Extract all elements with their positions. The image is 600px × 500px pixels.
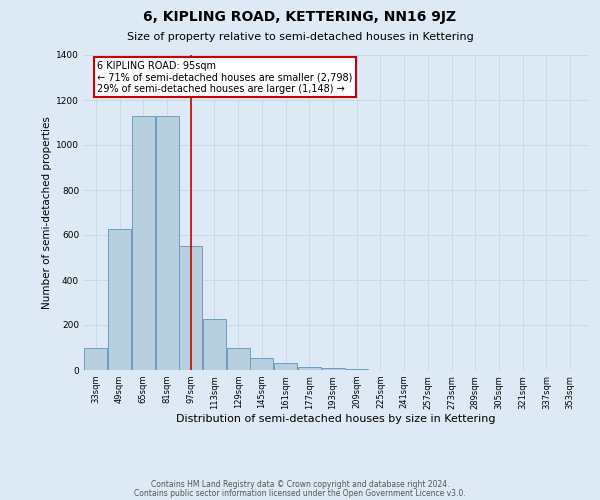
Bar — [179, 246, 202, 370]
Bar — [250, 358, 274, 370]
X-axis label: Distribution of semi-detached houses by size in Kettering: Distribution of semi-detached houses by … — [176, 414, 496, 424]
Bar — [274, 363, 297, 370]
Text: 6, KIPLING ROAD, KETTERING, NN16 9JZ: 6, KIPLING ROAD, KETTERING, NN16 9JZ — [143, 10, 457, 24]
Y-axis label: Number of semi-detached properties: Number of semi-detached properties — [42, 116, 52, 309]
Bar — [322, 368, 344, 370]
Bar — [155, 116, 179, 370]
Text: Contains HM Land Registry data © Crown copyright and database right 2024.: Contains HM Land Registry data © Crown c… — [151, 480, 449, 489]
Bar — [345, 369, 368, 370]
Bar — [132, 116, 155, 370]
Bar — [85, 348, 107, 370]
Bar — [227, 348, 250, 370]
Bar — [108, 230, 131, 370]
Text: Contains public sector information licensed under the Open Government Licence v3: Contains public sector information licen… — [134, 490, 466, 498]
Text: Size of property relative to semi-detached houses in Kettering: Size of property relative to semi-detach… — [127, 32, 473, 42]
Bar — [298, 366, 321, 370]
Bar — [203, 320, 226, 370]
Text: 6 KIPLING ROAD: 95sqm
← 71% of semi-detached houses are smaller (2,798)
29% of s: 6 KIPLING ROAD: 95sqm ← 71% of semi-deta… — [97, 60, 353, 94]
